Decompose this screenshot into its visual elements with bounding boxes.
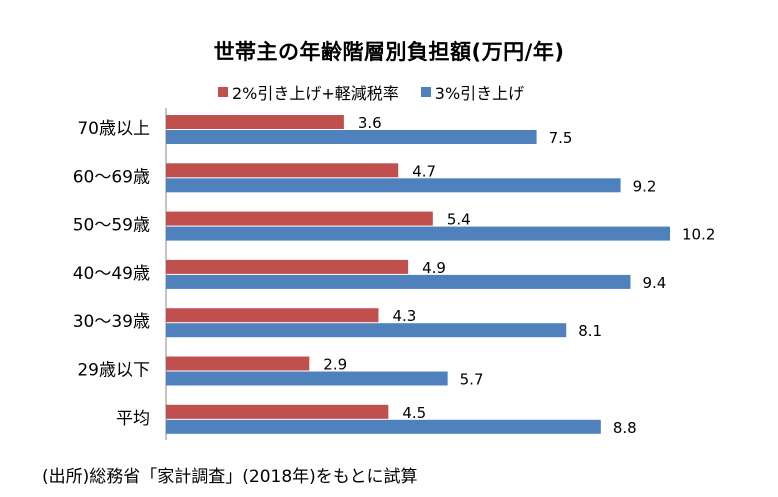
source-note: (出所)総務省「家計調査」(2018年)をもとに試算 <box>42 467 418 487</box>
category-label: 40〜49歳 <box>73 264 150 284</box>
data-label-series-1: 4.9 <box>422 259 446 277</box>
data-label-series-2: 9.4 <box>642 274 666 292</box>
category-label: 60〜69歳 <box>73 167 150 187</box>
bar-series-2 <box>166 371 448 386</box>
data-label-series-1: 4.3 <box>392 307 416 325</box>
data-label-series-2: 8.1 <box>578 322 602 340</box>
bar-series-1 <box>166 404 389 419</box>
bar-series-1 <box>166 308 379 323</box>
data-label-series-1: 2.9 <box>323 356 347 374</box>
bar-series-2 <box>166 178 621 193</box>
data-label-series-2: 10.2 <box>682 226 715 244</box>
bar-series-1 <box>166 163 399 178</box>
data-label-series-2: 7.5 <box>549 129 573 147</box>
data-label-series-1: 3.6 <box>358 114 382 132</box>
data-label-series-1: 4.7 <box>412 162 436 180</box>
bar-series-1 <box>166 356 310 371</box>
legend: 2%引き上げ+軽減税率 3%引き上げ <box>218 80 546 104</box>
legend-item-series-1: 2%引き上げ+軽減税率 <box>218 80 399 104</box>
legend-label-series-2: 3%引き上げ <box>434 84 525 103</box>
chart-title: 世帯主の年齢階層別負担額(万円/年) <box>213 40 565 64</box>
category-label: 30〜39歳 <box>73 312 150 332</box>
legend-swatch-series-2 <box>420 87 431 97</box>
legend-label-series-1: 2%引き上げ+軽減税率 <box>232 84 399 103</box>
data-label-series-1: 4.5 <box>402 404 426 422</box>
category-label: 50〜59歳 <box>73 216 150 236</box>
bar-series-1 <box>166 211 433 226</box>
bar-series-2 <box>166 226 670 241</box>
bar-series-2 <box>166 130 537 144</box>
bar-series-2 <box>166 419 601 434</box>
bar-series-2 <box>166 323 567 338</box>
data-label-series-1: 5.4 <box>447 211 471 229</box>
data-label-series-2: 5.7 <box>460 371 484 389</box>
bar-series-1 <box>166 259 409 274</box>
bar-series-2 <box>166 274 631 289</box>
category-label: 平均 <box>116 409 150 429</box>
legend-swatch-series-1 <box>218 87 228 97</box>
data-label-series-2: 8.8 <box>613 419 637 437</box>
data-label-series-2: 9.2 <box>633 177 657 195</box>
category-label: 70歳以上 <box>77 119 150 139</box>
category-label: 29歳以下 <box>77 361 150 381</box>
bar-series-1 <box>166 115 344 129</box>
legend-item-series-2: 3%引き上げ <box>420 80 525 104</box>
